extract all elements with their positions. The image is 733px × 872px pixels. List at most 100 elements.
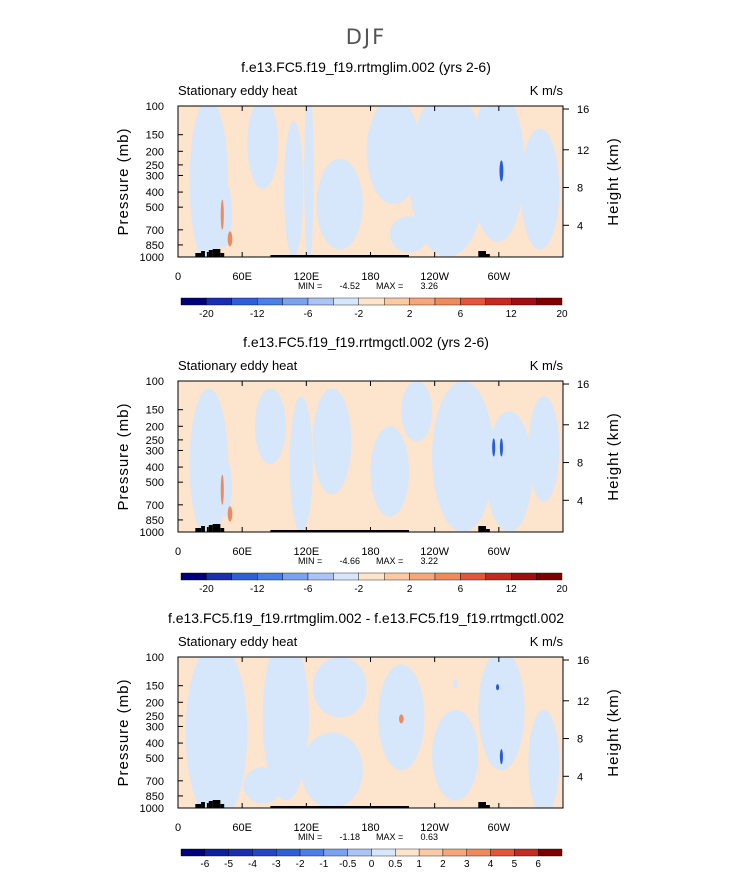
y-tick-label: 400 — [146, 187, 164, 199]
x-tick-label: 60E — [232, 822, 252, 834]
colorbar-label: -12 — [250, 584, 265, 595]
contour-region — [409, 106, 486, 257]
x-tick-label: 120E — [293, 822, 319, 834]
contour-region — [496, 684, 500, 691]
y-tick-label: 700 — [146, 776, 164, 788]
y-tick-label: 400 — [146, 462, 164, 474]
max-label: MAX = — [376, 556, 403, 566]
colorbar-label: -0.5 — [339, 859, 357, 870]
x-tick-label: 0 — [175, 271, 181, 283]
contour-region — [432, 709, 479, 801]
contour-region — [478, 657, 525, 771]
colorbar-swatch — [514, 848, 539, 857]
min-value: -1.18 — [339, 832, 360, 842]
topography-bar — [212, 524, 221, 532]
topography-bar — [212, 249, 221, 257]
topography-bar — [208, 801, 213, 808]
panel-left-label: Stationary eddy heat — [178, 83, 298, 98]
colorbar-swatch — [511, 572, 537, 581]
contour-region — [301, 732, 363, 808]
colorbar-swatch — [206, 572, 232, 581]
colorbar-label: 6 — [458, 309, 464, 320]
colorbar-label: 2 — [440, 859, 446, 870]
topography-bar — [486, 529, 490, 532]
panel-title: f.e13.FC5.f19_f19.rrtmgctl.002 (yrs 2-6) — [243, 334, 489, 350]
contour-region — [220, 199, 224, 230]
y-right-tick-label: 8 — [577, 734, 583, 746]
colorbar-label: -2 — [354, 309, 363, 320]
y-right-tick-label: 16 — [577, 104, 589, 116]
topography-bar — [270, 530, 409, 532]
contour-region — [520, 128, 560, 250]
colorbar-swatch — [490, 848, 515, 857]
panel-left-label: Stationary eddy heat — [178, 634, 298, 649]
colorbar-swatch — [485, 572, 512, 581]
y-tick-label: 1000 — [140, 527, 164, 539]
colorbar-swatch — [307, 297, 334, 306]
x-tick-label: 60E — [232, 546, 252, 558]
y-right-tick-label: 12 — [577, 420, 589, 432]
colorbar-label: -3 — [272, 859, 281, 870]
contour-region — [316, 158, 363, 250]
x-tick-label: 120W — [420, 546, 449, 558]
colorbar-label: 12 — [506, 309, 518, 320]
topography-bar — [220, 804, 225, 808]
panel-3: f.e13.FC5.f19_f19.rrtmglim.002 - f.e13.F… — [115, 610, 622, 870]
x-tick-label: 180 — [361, 822, 379, 834]
y-tick-label: 300 — [146, 721, 164, 733]
colorbar-swatch — [358, 572, 385, 581]
max-value: 0.63 — [420, 832, 438, 842]
colorbar-label: -12 — [250, 309, 265, 320]
contour-region — [528, 396, 560, 502]
y-tick-label: 250 — [146, 711, 164, 723]
plot-area — [178, 381, 563, 532]
colorbar-swatch — [536, 572, 563, 581]
y-tick-label: 100 — [146, 652, 164, 664]
y-right-axis-label: Height (km) — [605, 688, 622, 777]
x-tick-label: 0 — [175, 822, 181, 834]
contour-region — [247, 106, 279, 190]
panel-2: f.e13.FC5.f19_f19.rrtmgctl.002 (yrs 2-6)… — [115, 334, 622, 595]
colorbar-label: -4 — [248, 859, 257, 870]
contour-region — [389, 216, 429, 253]
y-tick-label: 500 — [146, 202, 164, 214]
colorbar-swatch — [323, 848, 348, 857]
max-value: 3.26 — [420, 281, 438, 291]
contour-region — [283, 121, 304, 257]
colorbar-swatch — [418, 848, 444, 857]
topography-bar — [220, 253, 225, 257]
contour-region — [432, 381, 494, 532]
panel-units-label: K m/s — [530, 358, 564, 373]
topography-bar — [208, 250, 213, 257]
y-right-tick-label: 4 — [577, 495, 583, 507]
contour-region — [243, 767, 282, 804]
y-tick-label: 100 — [146, 101, 164, 113]
y-right-tick-label: 16 — [577, 655, 589, 667]
y-tick-label: 250 — [146, 160, 164, 172]
y-tick-label: 300 — [146, 170, 164, 182]
contour-region — [452, 679, 458, 689]
x-tick-label: 60E — [232, 271, 252, 283]
colorbar-label: -1 — [319, 859, 328, 870]
colorbar-swatch — [434, 572, 461, 581]
x-tick-label: 120E — [293, 271, 319, 283]
colorbar: -20 -12 -6 -2 2 6 12 20 — [180, 297, 568, 320]
colorbar-label: -5 — [224, 859, 233, 870]
colorbar: -6 -5 -4 -3 -2 -1 -0.5 0 0.5 1 2 3 4 5 6 — [180, 848, 563, 870]
colorbar-swatch — [460, 572, 486, 581]
min-value: -4.52 — [339, 281, 360, 291]
colorbar-label: 6 — [458, 584, 464, 595]
colorbar-label: -6 — [304, 309, 313, 320]
colorbar-label: 12 — [506, 584, 518, 595]
colorbar-swatch — [204, 848, 229, 857]
topography-bar — [195, 804, 202, 808]
x-tick-label: 120W — [420, 822, 449, 834]
topography-bar — [220, 528, 225, 532]
topography-bar — [212, 800, 221, 808]
colorbar-label: 5 — [512, 859, 518, 870]
y-right-axis-label: Height (km) — [605, 412, 622, 501]
colorbar-label: -6 — [200, 859, 209, 870]
colorbar-swatch — [333, 297, 359, 306]
y-tick-label: 100 — [146, 376, 164, 388]
